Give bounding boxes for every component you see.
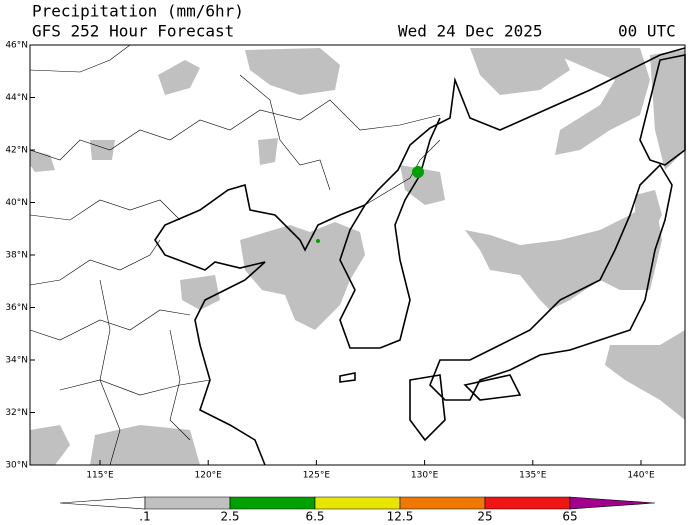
lon-label: 120°E xyxy=(195,471,223,481)
colorbar-label: 25 xyxy=(477,510,492,524)
colorbar-segment xyxy=(59,496,146,510)
lat-label: 34°N xyxy=(5,356,28,366)
heavy-precip-spot xyxy=(412,166,424,178)
colorbar-label: 65 xyxy=(562,510,577,524)
colorbar-label: 12.5 xyxy=(387,510,414,524)
lat-label: 30°N xyxy=(5,461,28,471)
colorbar-label: 2.5 xyxy=(220,510,239,524)
colorbar-label: .1 xyxy=(139,510,150,524)
title: Precipitation (mm/6hr) xyxy=(32,2,244,21)
forecast-time: 00 UTC xyxy=(618,22,676,41)
lon-label: 125°E xyxy=(303,471,331,481)
lon-label: 115°E xyxy=(86,471,114,481)
forecast-date: Wed 24 Dec 2025 xyxy=(398,22,543,41)
lat-label: 46°N xyxy=(5,41,28,51)
lon-label: 140°E xyxy=(627,471,655,481)
colorbar-segment xyxy=(484,496,571,510)
lat-label: 38°N xyxy=(5,251,28,261)
lat-label: 32°N xyxy=(5,408,28,418)
colorbar-segment xyxy=(229,496,316,510)
precipitation xyxy=(30,48,685,465)
colorbar: .1 2.5 6.5 12.5 25 65 xyxy=(59,496,656,524)
colorbar-segment xyxy=(144,496,231,510)
colorbar-segment xyxy=(569,496,656,510)
lat-label: 44°N xyxy=(5,93,28,103)
colorbar-segment xyxy=(314,496,401,510)
lon-label: 130°E xyxy=(411,471,439,481)
heavy-precip-spot xyxy=(316,239,320,243)
colorbar-label: 6.5 xyxy=(305,510,324,524)
lat-label: 42°N xyxy=(5,146,28,156)
map-area xyxy=(29,44,686,466)
subtitle: GFS 252 Hour Forecast xyxy=(32,22,234,41)
borders xyxy=(29,44,441,466)
colorbar-segment xyxy=(399,496,486,510)
axes: 46°N 44°N 42°N 40°N 38°N 36°N 34°N 32°N 30°N 115°… xyxy=(5,41,655,481)
lat-label: 40°N xyxy=(5,198,28,208)
lon-label: 135°E xyxy=(519,471,547,481)
lat-label: 36°N xyxy=(5,303,28,313)
